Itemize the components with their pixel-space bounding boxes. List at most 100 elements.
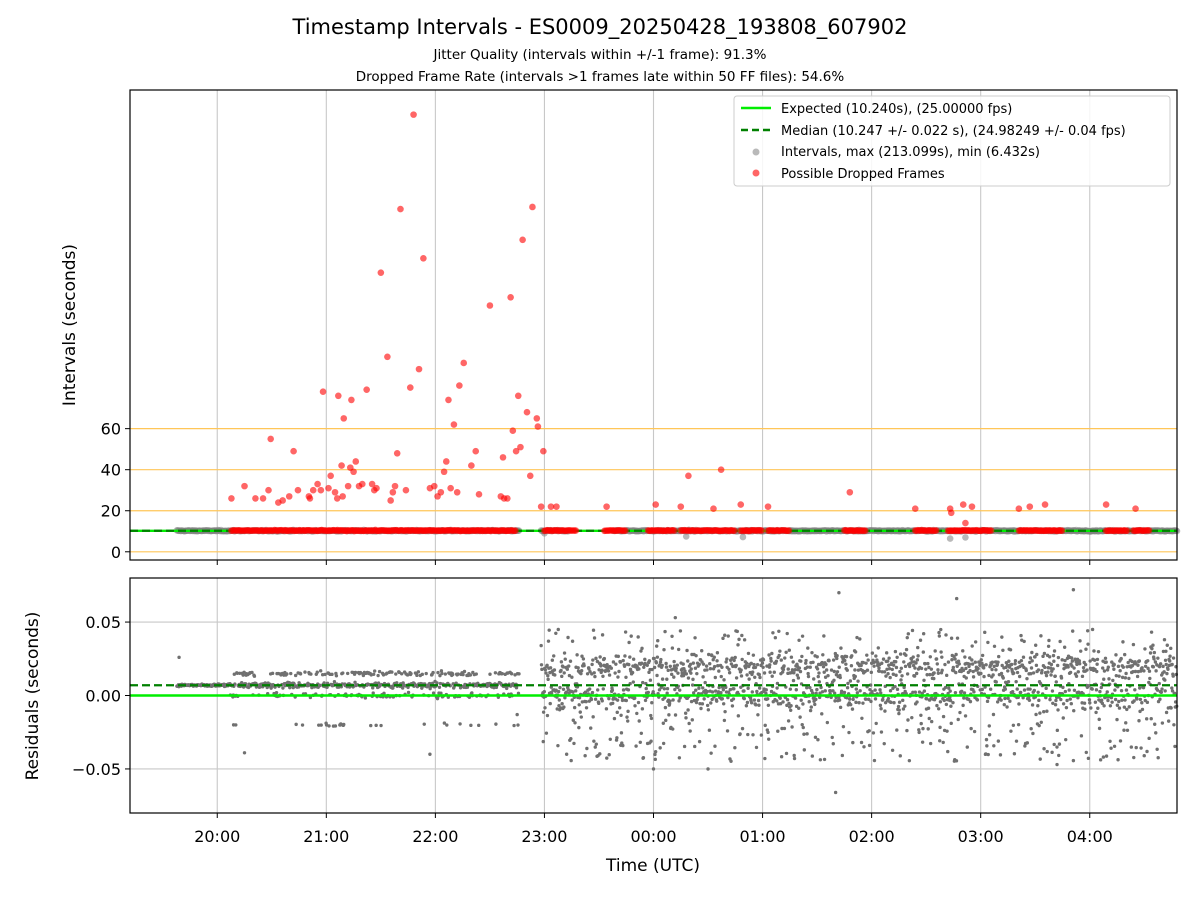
bottom-y-ticks: 0.05 0.00 −0.05: [72, 613, 130, 779]
residual-point: [1084, 750, 1089, 755]
residual-point: [972, 690, 976, 694]
residual-point: [838, 705, 843, 710]
dropped-frame-point: [846, 488, 854, 496]
residual-point: [1143, 664, 1148, 669]
residual-point: [1032, 688, 1037, 693]
residual-point: [732, 687, 736, 691]
residual-point: [886, 659, 890, 663]
residual-point: [695, 697, 699, 702]
dropped-frame-point: [415, 365, 423, 373]
residual-point: [894, 660, 898, 664]
residual-point: [1097, 726, 1102, 731]
residual-point: [727, 671, 732, 675]
residual-point: [976, 666, 980, 671]
dropped-frame-point: [445, 396, 452, 404]
residual-point: [1044, 686, 1048, 691]
residual-point: [801, 725, 805, 730]
residual-point: [591, 658, 595, 662]
residual-point: [671, 698, 675, 702]
interval-point: [962, 534, 969, 541]
residual-point: [1099, 685, 1104, 690]
residual-point: [990, 667, 994, 672]
residual-point: [303, 670, 307, 674]
residual-point: [800, 634, 805, 638]
residual-point: [693, 636, 697, 640]
residual-point: [739, 674, 744, 678]
residual-point: [602, 656, 607, 661]
residual-point: [615, 710, 619, 715]
residual-point: [1131, 669, 1135, 674]
residual-point: [709, 701, 713, 705]
residual-point: [616, 654, 620, 659]
residual-point: [760, 661, 765, 665]
residual-point: [845, 685, 850, 690]
residual-point: [439, 691, 443, 695]
residual-point: [439, 669, 444, 673]
residual-point: [935, 662, 939, 666]
residual-point: [1106, 665, 1110, 669]
residual-point: [643, 698, 648, 703]
residual-point: [757, 686, 762, 690]
residual-point: [650, 667, 654, 672]
dropped-frame-point: [962, 519, 969, 527]
residual-point: [804, 661, 808, 665]
dropped-frame-point: [737, 501, 745, 508]
residual-point: [897, 700, 902, 704]
residual-point: [1156, 756, 1160, 760]
residual-point: [822, 757, 827, 762]
residual-point: [1009, 662, 1014, 667]
dropped-frame-point: [306, 495, 314, 502]
residual-point: [967, 662, 972, 666]
residual-point: [667, 713, 671, 717]
residual-point: [1118, 669, 1122, 673]
residual-point: [641, 755, 646, 760]
residual-point: [920, 691, 924, 696]
residual-point: [659, 657, 663, 662]
residual-point: [1115, 703, 1120, 707]
dropped-frame-point: [363, 386, 370, 393]
residual-point: [281, 686, 285, 690]
residual-point: [541, 739, 545, 744]
residual-point: [695, 671, 699, 676]
residual-point: [961, 668, 966, 673]
x-tick-label: 03:00: [958, 827, 1004, 846]
residual-point: [556, 743, 560, 748]
residual-point: [767, 737, 771, 741]
residual-point: [1029, 666, 1034, 670]
residual-point: [900, 674, 904, 678]
residual-point: [742, 638, 747, 642]
residual-point: [1106, 698, 1110, 703]
residual-point: [742, 696, 746, 701]
legend-intervals-swatch: [752, 148, 760, 156]
residual-point: [905, 635, 909, 640]
residual-point: [1110, 700, 1114, 704]
residual-point: [1144, 717, 1149, 721]
residual-point: [655, 673, 659, 678]
x-tick-label: 02:00: [849, 827, 895, 846]
residual-point: [713, 744, 717, 748]
residual-point: [851, 740, 855, 745]
residual-point: [720, 665, 724, 669]
dropped-frame-point: [529, 203, 536, 211]
residual-point: [792, 756, 797, 761]
dropped-frame-point: [512, 527, 519, 534]
residual-point: [729, 759, 733, 763]
residual-point: [445, 723, 449, 727]
residual-point: [728, 687, 733, 692]
residual-point: [1123, 698, 1127, 702]
residual-point: [871, 731, 876, 735]
residual-point: [771, 631, 775, 635]
residual-point: [995, 663, 1000, 667]
residual-point: [1085, 629, 1090, 633]
residual-point: [872, 660, 876, 665]
residual-point: [557, 698, 562, 702]
residual-point: [891, 672, 896, 676]
residual-point: [647, 659, 652, 663]
residual-point: [790, 668, 795, 672]
residual-point: [972, 729, 977, 734]
residual-point: [731, 697, 736, 701]
residual-point: [1092, 658, 1097, 662]
residual-point: [285, 672, 289, 676]
residual-point: [895, 687, 900, 692]
residual-point: [1022, 688, 1027, 692]
